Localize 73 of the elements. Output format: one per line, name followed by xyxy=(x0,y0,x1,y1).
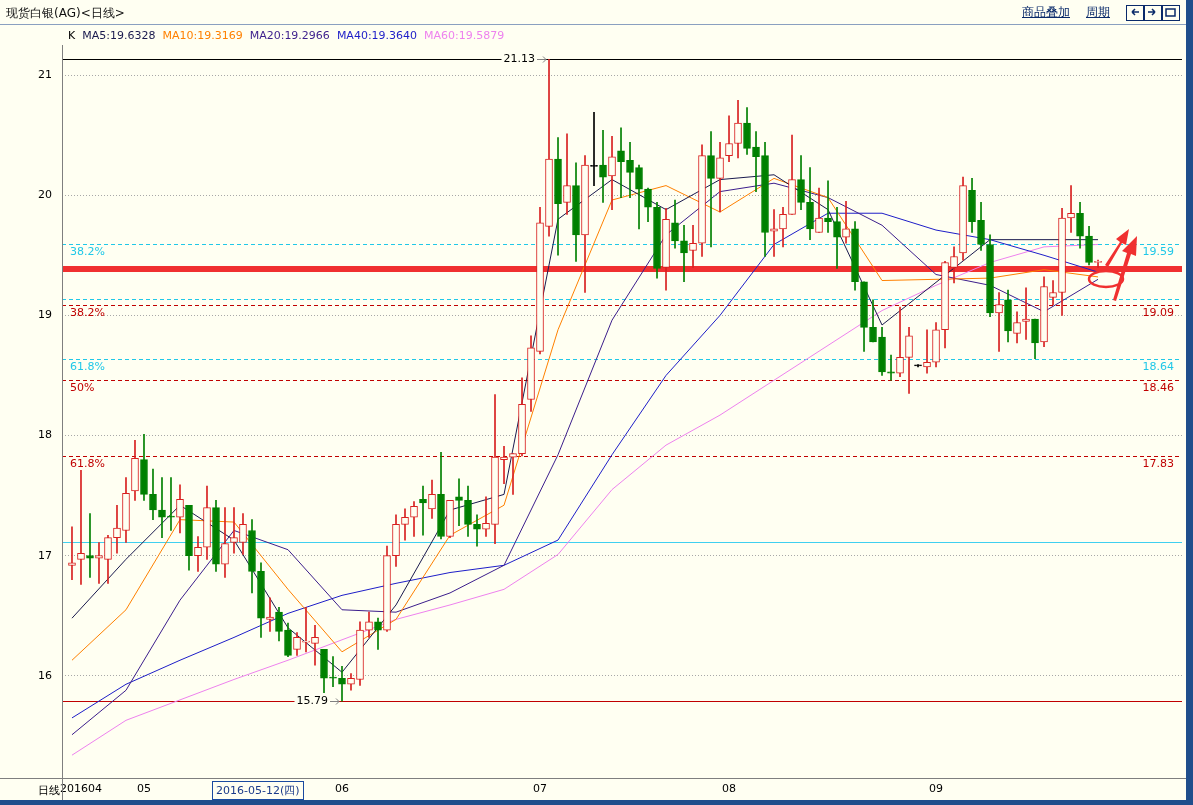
candlestick xyxy=(338,665,346,702)
y-tick-label: 16 xyxy=(38,668,52,682)
candlestick xyxy=(68,526,76,581)
candlestick xyxy=(680,224,688,283)
x-tick-label: 201604 xyxy=(59,782,102,796)
text: MA5:19.6328 xyxy=(82,29,156,42)
candlestick xyxy=(86,513,94,578)
candlestick xyxy=(1067,185,1075,233)
candlestick xyxy=(266,597,274,632)
candlestick xyxy=(311,625,319,666)
ref-line-label: 17.83 xyxy=(1142,456,1174,470)
y-tick-label: 17 xyxy=(38,548,52,562)
candlestick xyxy=(995,292,1003,352)
text: MA10:19.3169 xyxy=(162,29,243,42)
candlestick xyxy=(707,131,715,248)
legend-title: K xyxy=(68,29,76,42)
x-tick-label: 08 xyxy=(722,782,737,796)
x-tick-label: 06 xyxy=(335,782,349,796)
candlestick xyxy=(77,470,85,585)
annotation: 38.2% xyxy=(70,305,105,319)
candlestick xyxy=(1022,287,1030,340)
candlestick xyxy=(771,209,777,257)
candlestick xyxy=(617,127,625,198)
candlestick xyxy=(419,485,427,536)
ref-line-label: 19.09 xyxy=(1142,305,1174,319)
candlestick xyxy=(896,306,904,377)
candlestick xyxy=(509,453,517,495)
candlestick xyxy=(689,224,697,268)
candlestick xyxy=(158,477,166,538)
ref-line-label: 18.46 xyxy=(1142,380,1174,394)
candlestick xyxy=(230,507,238,554)
text: 2016-05-12(四) xyxy=(212,781,304,800)
annotation: 61.8% xyxy=(70,456,105,470)
candlestick xyxy=(1049,280,1057,305)
y-tick-label: 19 xyxy=(38,308,52,322)
y-tick-label: 20 xyxy=(38,188,52,202)
annotation: 50% xyxy=(70,380,95,394)
annotation: 38.2% xyxy=(70,244,105,258)
text: MA60:19.5879 xyxy=(424,29,505,42)
candlestick xyxy=(95,542,103,584)
text: MA20:19.2966 xyxy=(249,29,330,42)
candlestick xyxy=(599,129,607,203)
candlestick xyxy=(194,536,202,572)
candlestick xyxy=(563,133,571,215)
candlestick xyxy=(842,200,850,244)
y-tick-label: 18 xyxy=(38,428,52,442)
candlestick xyxy=(923,329,931,374)
text: MA40:19.3640 xyxy=(336,29,418,42)
candlestick xyxy=(752,131,760,192)
text: 周期 xyxy=(1086,4,1110,21)
annotation: 61.8% xyxy=(70,359,105,373)
candlestick xyxy=(302,607,310,653)
ref-line-label: 21.13 xyxy=(503,52,536,66)
candlestick xyxy=(887,354,895,381)
ref-line-label: 19.59 xyxy=(1142,244,1174,258)
x-tick-label: 05 xyxy=(136,782,151,796)
candlestick xyxy=(113,504,121,554)
candlestick xyxy=(824,180,832,233)
ref-line-label: 18.64 xyxy=(1142,359,1174,373)
ref-line-label: 15.79 xyxy=(296,694,328,708)
candlestick xyxy=(626,142,634,198)
candlestick xyxy=(482,496,490,537)
candlestick xyxy=(329,656,337,688)
chart-title: 现货白银(AG)<日线> xyxy=(6,5,125,22)
candlestick xyxy=(500,446,508,484)
x-tick-label: 09 xyxy=(929,782,944,796)
text: 商品叠加 xyxy=(1022,4,1070,21)
x-tick-label: 07 xyxy=(533,782,548,796)
candlestick xyxy=(455,478,463,526)
candlestick xyxy=(167,477,175,531)
candlestick xyxy=(473,514,481,547)
y-tick-label: 21 xyxy=(38,67,52,81)
text: 日线 xyxy=(38,783,60,798)
